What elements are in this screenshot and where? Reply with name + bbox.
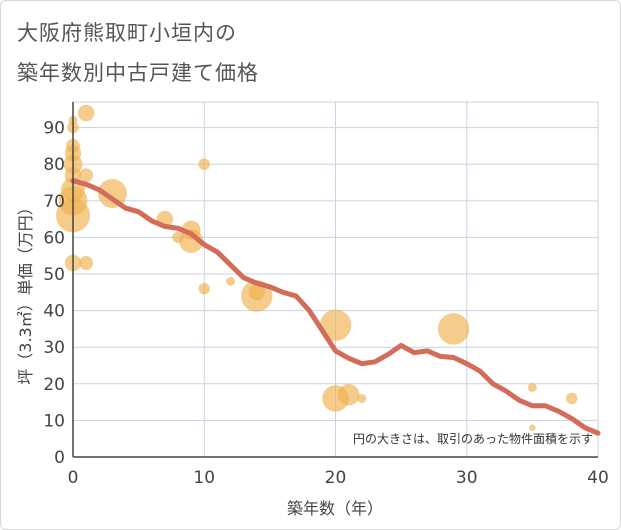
scatter-point — [179, 229, 204, 254]
chart-title-line2: 築年数別中古戸建て価格 — [17, 61, 259, 85]
x-tick-label: 30 — [456, 468, 478, 488]
y-tick-label: 20 — [43, 375, 65, 395]
scatter-point — [566, 392, 578, 405]
scatter-point — [198, 282, 210, 295]
x-tick-label: 40 — [587, 468, 609, 488]
bubbles — [56, 104, 578, 431]
scatter-point — [77, 104, 95, 122]
x-axis-label: 築年数（年） — [287, 499, 383, 518]
scatter-point — [319, 309, 352, 341]
axes — [72, 102, 598, 458]
y-tick-label: 60 — [43, 228, 65, 248]
scatter-point — [79, 256, 94, 271]
x-tick-label: 20 — [325, 468, 347, 488]
trend-layer — [70, 178, 601, 436]
scatter-point — [79, 168, 94, 183]
scatter-point — [529, 424, 536, 431]
y-tick-label: 10 — [43, 411, 65, 431]
y-axis-label: 坪（3.3㎡）単価（万円） — [16, 199, 35, 384]
scatter-point — [248, 284, 265, 301]
scatter-point — [226, 276, 235, 286]
scatter-point — [357, 393, 367, 403]
scatter-point — [198, 158, 210, 170]
scatter-point — [437, 313, 470, 345]
tick-labels: 0 10 20 30 40 0 10 20 30 40 50 60 70 80 90 — [43, 119, 608, 488]
y-tick-label: 80 — [43, 155, 65, 175]
y-tick-label: 50 — [43, 265, 65, 285]
scatter-point — [337, 384, 360, 406]
chart-title-line1: 大阪府熊取町小垣内の — [17, 21, 237, 45]
chart-note: 円の大きさは、取引のあった物件面積を示す — [353, 431, 593, 446]
scatter-point — [97, 178, 127, 208]
trend-line — [70, 178, 601, 436]
x-tick-label: 10 — [193, 468, 215, 488]
y-tick-label: 90 — [43, 119, 65, 139]
grid — [72, 101, 599, 457]
y-tick-label: 40 — [43, 302, 65, 322]
y-tick-label: 30 — [43, 338, 65, 358]
x-tick-label: 0 — [68, 468, 79, 488]
scatter-point — [527, 382, 537, 392]
y-tick-label: 70 — [43, 192, 65, 212]
y-tick-label: 0 — [54, 448, 65, 468]
